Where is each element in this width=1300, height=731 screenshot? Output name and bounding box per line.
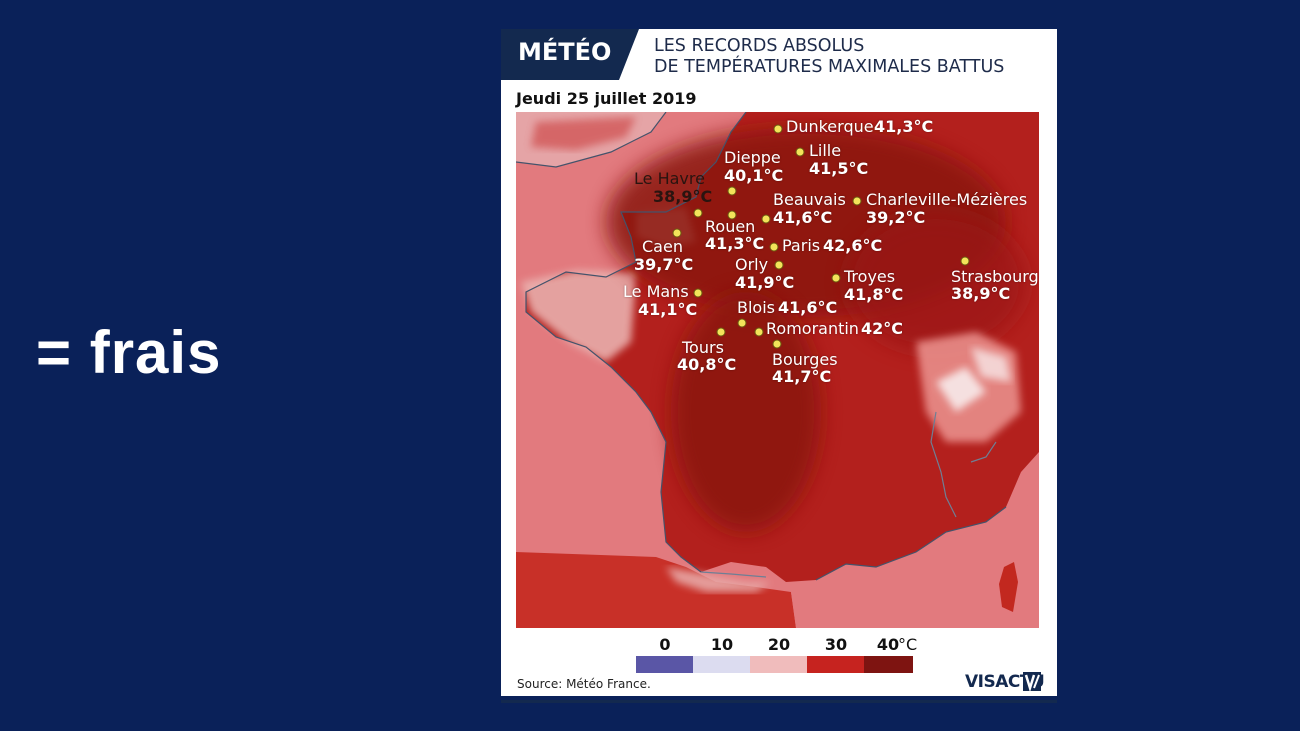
city-name-strasbourg: Strasbourg	[951, 267, 1039, 286]
city-temp-caen: 39,7°C	[634, 255, 694, 274]
city-dot-orly	[774, 260, 784, 270]
temperature-map	[516, 112, 1039, 628]
weather-card: MÉTÉO LES RECORDS ABSOLUS DE TEMPÉRATURE…	[501, 29, 1057, 696]
city-temp-lille: 41,5°C	[809, 159, 869, 178]
city-dot-le-mans	[693, 288, 703, 298]
city-temp-dunkerque: 41,3°C	[874, 117, 934, 136]
legend-unit: °C	[898, 635, 918, 654]
city-temp-orly: 41,9°C	[735, 273, 795, 292]
city-dot-le-havre	[693, 208, 703, 218]
legend-tick-0: 0	[659, 635, 671, 654]
city-name-charleville: Charleville-Mézières	[866, 190, 1028, 209]
visactu-logo-mark-icon	[1023, 672, 1041, 691]
city-dot-lille	[795, 147, 805, 157]
legend-swatch-10-20	[693, 656, 750, 673]
city-dot-romorantin	[754, 327, 764, 337]
city-temp-strasbourg: 38,9°C	[951, 284, 1011, 303]
city-dot-paris	[769, 242, 779, 252]
city-dot-bourges	[772, 339, 782, 349]
city-name-bourges: Bourges	[772, 350, 838, 369]
legend-swatch-40-plus	[864, 656, 913, 673]
city-name-troyes: Troyes	[844, 267, 896, 286]
legend-swatch-30-40	[807, 656, 864, 673]
city-dot-caen	[672, 228, 682, 238]
city-dot-dieppe	[727, 186, 737, 196]
city-dot-troyes	[831, 273, 841, 283]
coastline	[525, 112, 747, 573]
city-temp-tours: 40,8°C	[677, 355, 737, 374]
corsica	[999, 562, 1018, 612]
city-dot-tours	[716, 327, 726, 337]
city-temp-paris: 42,6°C	[823, 236, 883, 255]
city-name-dieppe: Dieppe	[724, 148, 781, 167]
city-dot-strasbourg	[960, 256, 970, 266]
legend-tick-10: 10	[710, 635, 734, 654]
city-name-le-mans: Le Mans	[623, 282, 689, 301]
city-name-caen: Caen	[642, 237, 683, 256]
city-dot-blois	[737, 318, 747, 328]
legend-tick-30: 30	[824, 635, 848, 654]
slide-text: = frais	[36, 319, 222, 386]
legend-swatch-20-30	[750, 656, 807, 673]
city-dot-rouen	[727, 210, 737, 220]
city-name-blois: Blois	[737, 298, 775, 317]
city-name-rouen: Rouen	[705, 217, 756, 236]
city-name-beauvais: Beauvais	[773, 190, 846, 209]
city-name-le-havre: Le Havre	[634, 169, 705, 188]
meteo-badge-label: MÉTÉO	[518, 38, 612, 66]
source-label: Source: Météo France.	[517, 677, 651, 691]
city-temp-romorantin: 42°C	[861, 319, 904, 338]
city-name-paris: Paris	[782, 236, 821, 255]
map-graphic	[516, 112, 1039, 628]
city-temp-troyes: 41,8°C	[844, 285, 904, 304]
legend-swatch-0-10	[636, 656, 693, 673]
legend-tick-20: 20	[767, 635, 791, 654]
city-temp-le-mans: 41,1°C	[638, 300, 698, 319]
city-temp-bourges: 41,7°C	[772, 367, 832, 386]
city-temp-dieppe: 40,1°C	[724, 166, 784, 185]
city-name-lille: Lille	[809, 141, 842, 160]
city-name-tours: Tours	[682, 338, 724, 357]
city-dot-charleville	[852, 196, 862, 206]
city-name-orly: Orly	[735, 255, 769, 274]
card-bottom-rule	[501, 700, 1057, 703]
city-temp-beauvais: 41,6°C	[773, 208, 833, 227]
city-name-romorantin: Romorantin	[766, 319, 859, 338]
city-temp-rouen: 41,3°C	[705, 234, 765, 253]
legend-tick-40: 40	[876, 635, 900, 654]
city-temp-le-havre: 38,9°C	[653, 187, 713, 206]
headline-line-1: LES RECORDS ABSOLUS	[654, 36, 865, 56]
date-label: Jeudi 25 juillet 2019	[516, 89, 697, 108]
mediterranean-sea	[791, 502, 1039, 628]
city-temp-blois: 41,6°C	[778, 298, 838, 317]
city-dot-dunkerque	[773, 124, 783, 134]
city-name-dunkerque: Dunkerque	[786, 117, 874, 136]
headline-line-2: DE TEMPÉRATURES MAXIMALES BATTUS	[654, 57, 1005, 77]
meteo-badge	[501, 29, 639, 80]
headline: LES RECORDS ABSOLUS DE TEMPÉRATURES MAXI…	[654, 36, 1004, 78]
spain-landmass	[516, 552, 796, 628]
city-temp-charleville: 39,2°C	[866, 208, 926, 227]
city-dot-beauvais	[761, 214, 771, 224]
